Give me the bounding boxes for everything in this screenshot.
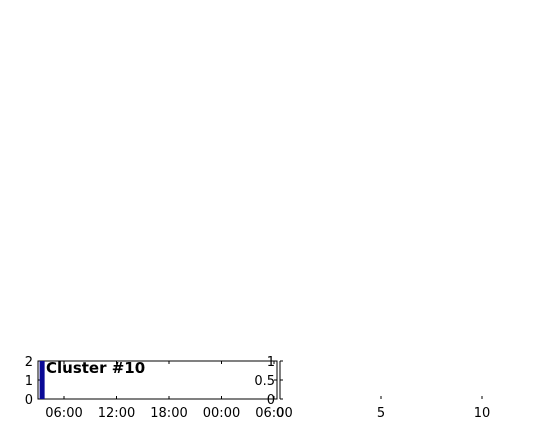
y-tick-label: 2 [25, 355, 33, 370]
x-tick-label: 5 [377, 406, 385, 420]
y-tick-label: 0 [25, 393, 33, 408]
x-tick-label: 0 [276, 406, 284, 420]
x-tick-label: 06:00 [45, 406, 82, 420]
panel-title: Cluster #10 [46, 359, 145, 377]
y-tick-label: 0 [267, 393, 275, 408]
x-tick-label: 18:00 [150, 406, 187, 420]
x-tick-label: 12:00 [98, 406, 135, 420]
x-tick-label: 06:00 [255, 406, 292, 420]
x-tick-label: 00:00 [203, 406, 240, 420]
histogram-bar [39, 361, 45, 399]
x-tick-label: 10 [474, 406, 491, 420]
y-tick-label: 0.5 [254, 374, 275, 389]
y-tick-label: 1 [25, 374, 33, 389]
y-tick-label: 1 [267, 355, 275, 370]
count-histogram-axes: 0 5 10 0 0.5 1 [254, 355, 491, 421]
